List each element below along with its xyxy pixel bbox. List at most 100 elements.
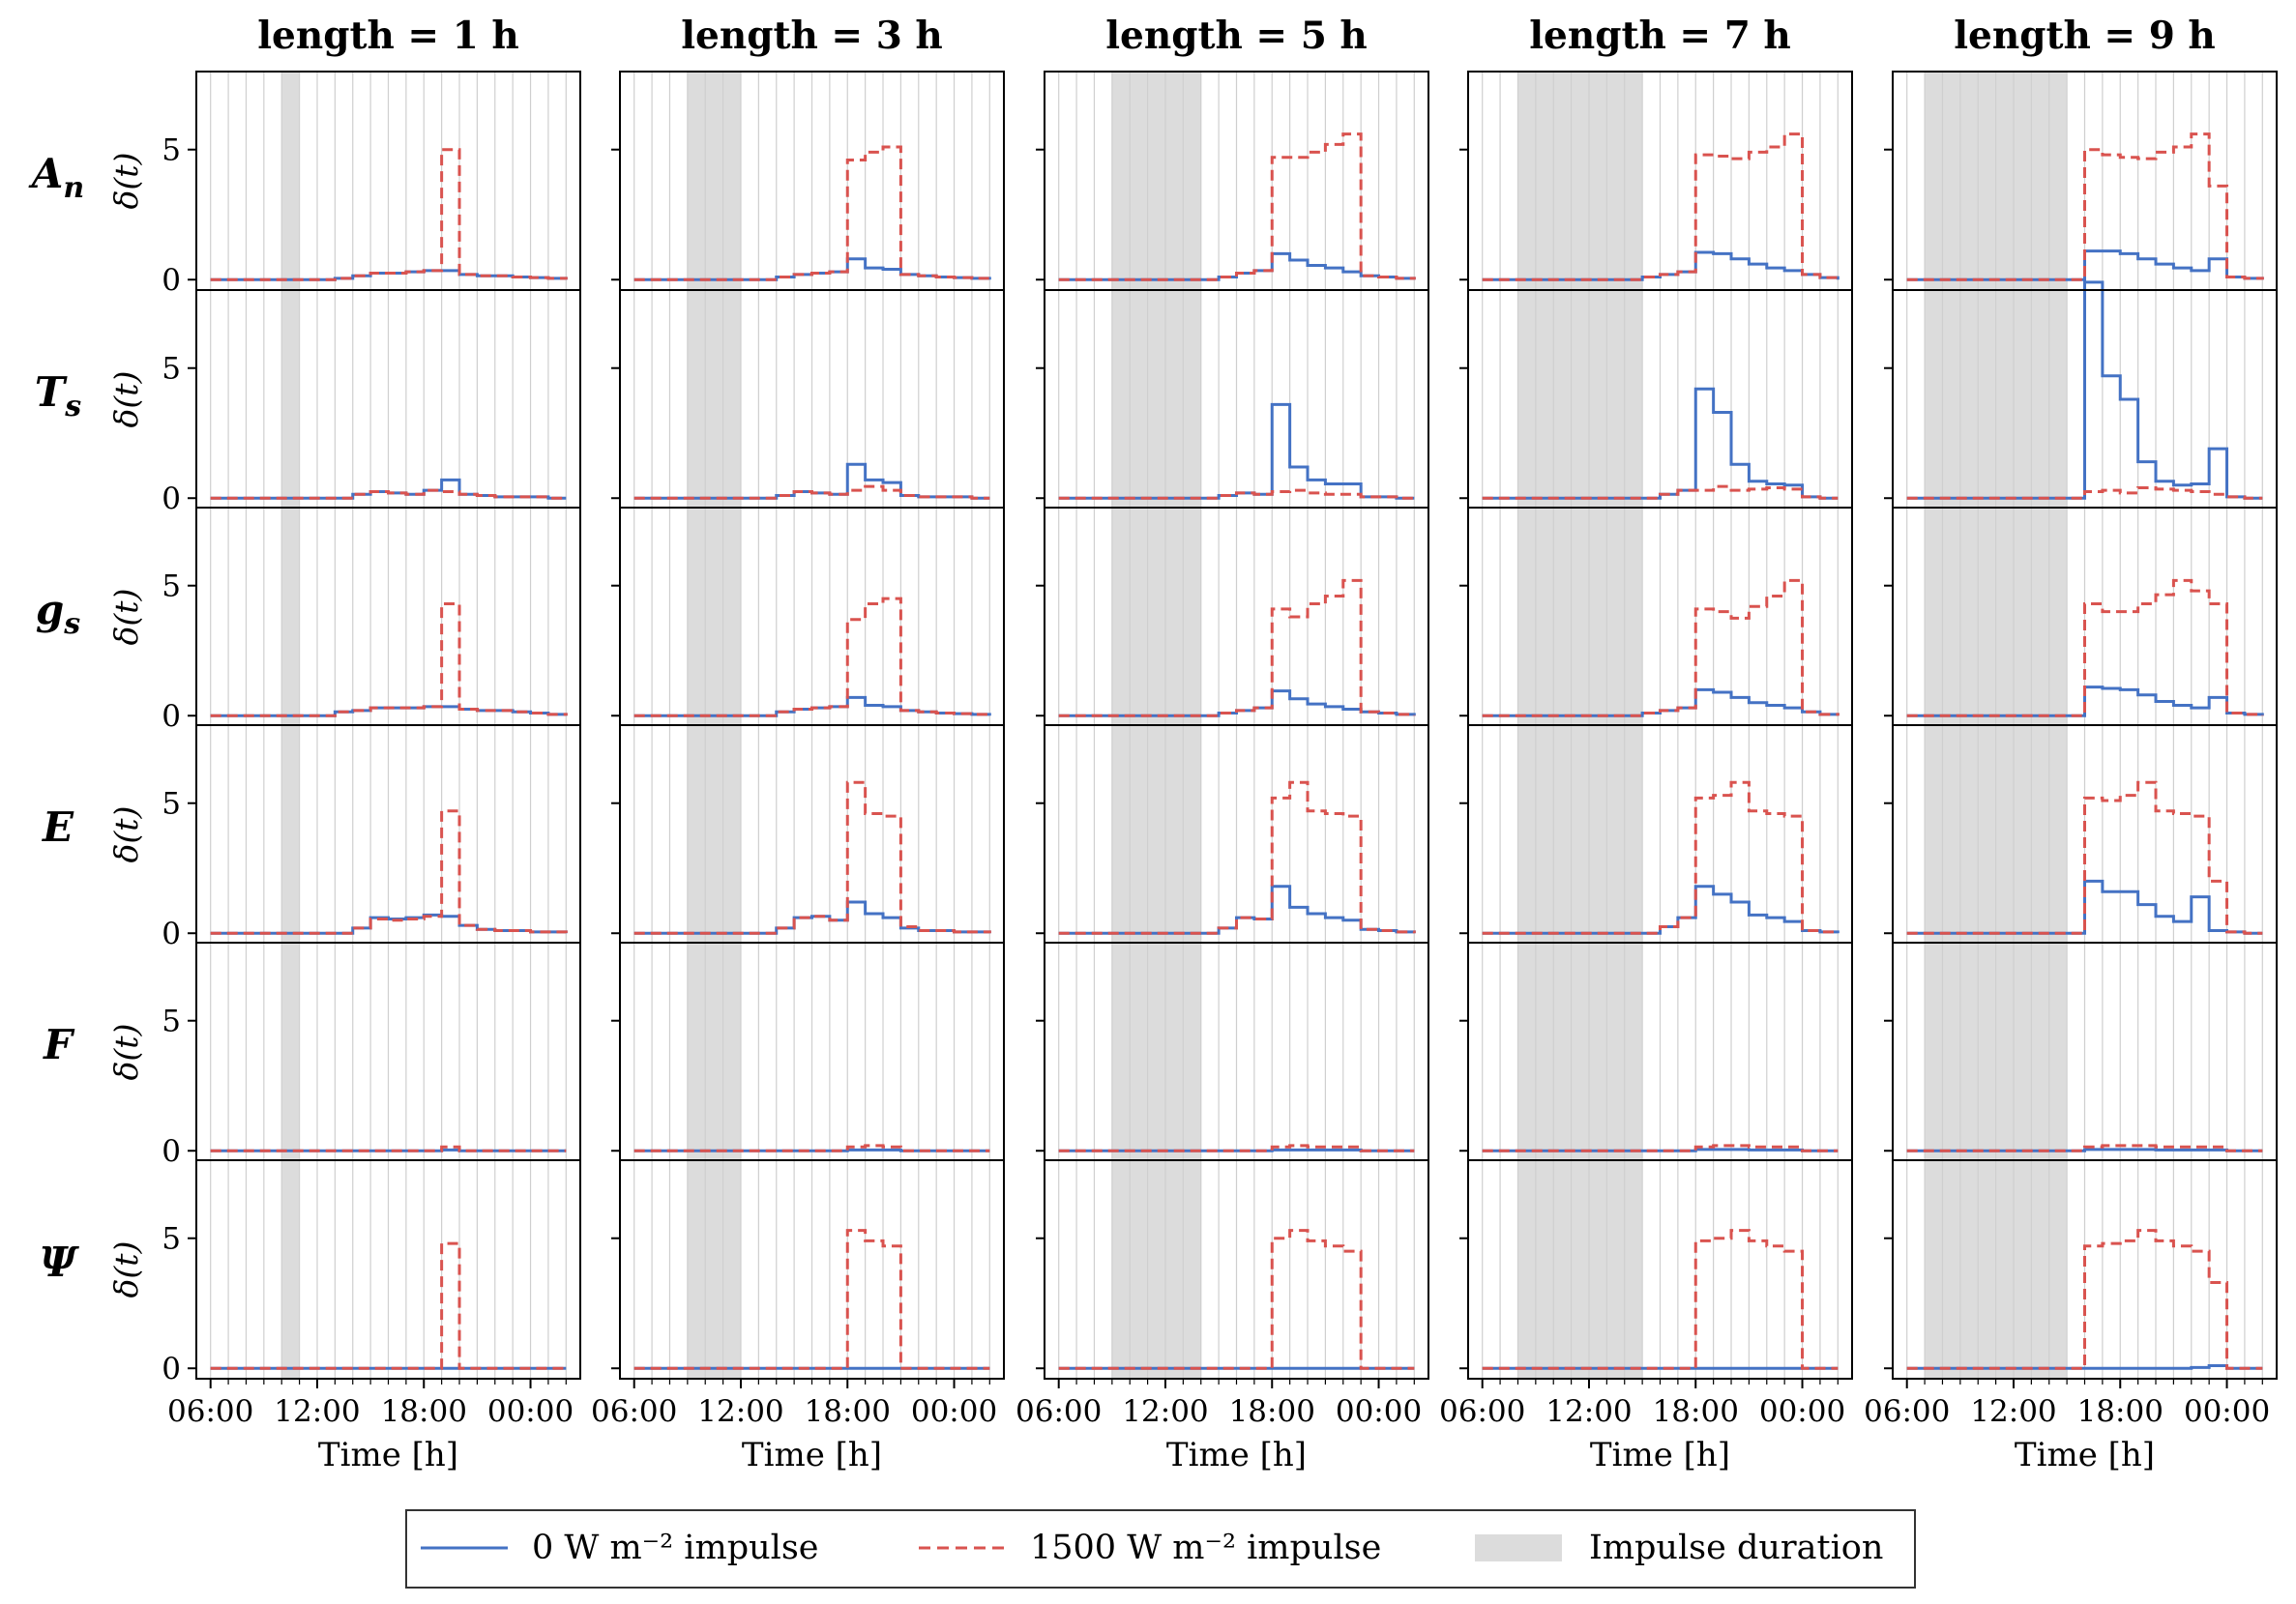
- impulse-duration-band: [1517, 725, 1643, 944]
- xlabel: Time [h]: [742, 1436, 882, 1474]
- ylabel-row-2: δ(t): [107, 371, 145, 428]
- ytick-label: 5: [162, 352, 181, 387]
- column-title-5: length = 9 h: [1954, 14, 2216, 58]
- xlabel: Time [h]: [318, 1436, 458, 1474]
- row-label-6: Ψ: [40, 1239, 80, 1286]
- impulse-duration-band: [687, 1160, 741, 1379]
- xtick-label: 18:00: [1653, 1394, 1739, 1429]
- panel-r5-c5: [1884, 942, 2278, 1162]
- column-title-2: length = 3 h: [681, 14, 943, 58]
- series-1500w-line: [1906, 578, 2264, 717]
- panel-r2-c3: [1036, 289, 1429, 510]
- impulse-duration-band: [281, 508, 300, 726]
- xtick-label: 12:00: [1545, 1394, 1632, 1429]
- ylabel-row-1: δ(t): [107, 153, 145, 210]
- series-1500w-line: [1906, 780, 2263, 935]
- series-1500w-line: [633, 484, 990, 500]
- xtick-label: 06:00: [1439, 1394, 1525, 1429]
- legend-label-1500w: 1500 W m⁻² impulse: [1030, 1529, 1381, 1567]
- impulse-duration-band: [281, 290, 300, 509]
- ytick-label: 5: [162, 1222, 181, 1257]
- panel-r3-c5: [1884, 507, 2278, 727]
- xtick-label: 12:00: [1970, 1394, 2056, 1429]
- panel-r1-c1: 05: [162, 71, 581, 298]
- legend-frame: [405, 1509, 1916, 1589]
- xlabel: Time [h]: [2015, 1436, 2155, 1474]
- column-title-3: length = 5 h: [1105, 14, 1368, 58]
- xtick-label: 12:00: [697, 1394, 783, 1429]
- impulse-duration-band: [687, 943, 741, 1161]
- row-label-5: F: [43, 1021, 75, 1068]
- xaxis-col-1: 06:00 12:00 18:00 00:00 Time [h]: [167, 1379, 574, 1474]
- legend: 0 W m⁻² impulse 1500 W m⁻² impulse Impul…: [405, 1509, 1916, 1589]
- impulse-duration-band: [1517, 72, 1643, 290]
- xtick-label: 00:00: [487, 1394, 574, 1429]
- panel-r4-c1: 05: [162, 724, 581, 951]
- impulse-duration-band: [281, 943, 300, 1161]
- panel-r5-c2: [611, 942, 1005, 1162]
- series-1500w-line: [210, 602, 568, 717]
- ytick-label: 5: [162, 133, 181, 168]
- series-1500w-line: [1906, 1229, 2263, 1370]
- xaxis-col-4: 06:00 12:00 18:00 00:00 Time [h]: [1439, 1379, 1845, 1474]
- impulse-duration-band: [1517, 1160, 1643, 1379]
- panel-r3-c3: [1036, 507, 1429, 727]
- impulse-duration-band: [1517, 290, 1643, 509]
- series-1500w-line: [1482, 484, 1839, 500]
- series-1500w-line: [210, 148, 568, 281]
- ytick-label: 0: [162, 917, 181, 951]
- series-1500w-line: [1482, 780, 1840, 935]
- xaxis-col-3: 06:00 12:00 18:00 00:00 Time [h]: [1016, 1379, 1422, 1474]
- series-1500w-line: [1058, 132, 1416, 281]
- impulse-duration-band: [687, 72, 741, 290]
- panel-r6-c3: [1036, 1159, 1429, 1380]
- series-1500w-line: [1058, 488, 1415, 500]
- x-axes: 06:00 12:00 18:00 00:00 Time [h] 06:00 12:00 18…: [167, 1379, 2270, 1474]
- impulse-duration-band: [1111, 72, 1201, 290]
- column-title-4: length = 7 h: [1529, 14, 1791, 58]
- ylabel-row-3: δ(t): [107, 589, 145, 646]
- xtick-label: 12:00: [1122, 1394, 1208, 1429]
- ytick-label: 0: [162, 1134, 181, 1169]
- panel-r4-c3: [1036, 724, 1429, 945]
- xtick-label: 00:00: [1336, 1394, 1422, 1429]
- series-1500w-line: [1058, 780, 1416, 935]
- xtick-label: 18:00: [805, 1394, 891, 1429]
- series-1500w-line: [1058, 1144, 1415, 1152]
- panel-r4-c4: [1459, 724, 1853, 945]
- panel-r2-c5: [1884, 280, 2278, 510]
- xtick-label: 00:00: [1759, 1394, 1845, 1429]
- impulse-duration-band: [281, 72, 300, 290]
- row-labels: An δ(t) Ts δ(t) gs δ(t) E δ(t) F δ(t) Ψ δ(t): [28, 150, 145, 1298]
- panel-r2-c2: [611, 289, 1005, 510]
- impulse-duration-band: [1111, 508, 1201, 726]
- xtick-label: 06:00: [167, 1394, 253, 1429]
- panel-r4-c2: [611, 724, 1005, 945]
- impulse-duration-band: [687, 290, 741, 509]
- impulse-duration-band: [281, 1160, 300, 1379]
- ylabel-row-4: δ(t): [107, 806, 145, 863]
- panel-r3-c2: [611, 507, 1005, 727]
- ylabel-row-5: δ(t): [107, 1024, 145, 1081]
- panel-r1-c5: [1884, 71, 2278, 291]
- impulse-duration-band: [687, 725, 741, 944]
- ytick-label: 0: [162, 263, 181, 298]
- legend-patch-impulse: [1475, 1534, 1562, 1561]
- ytick-label: 0: [162, 1352, 181, 1386]
- panel-r1-c2: [611, 71, 1005, 291]
- xlabel: Time [h]: [1166, 1436, 1307, 1474]
- series-1500w-line: [1482, 1144, 1839, 1152]
- panel-r4-c5: [1884, 724, 2278, 945]
- panel-r6-c5: [1884, 1159, 2278, 1380]
- panel-r5-c4: [1459, 942, 1853, 1162]
- series-1500w-line: [1058, 578, 1416, 717]
- column-title-1: length = 1 h: [257, 14, 519, 58]
- panel-r1-c4: [1459, 71, 1853, 291]
- ytick-label: 0: [162, 481, 181, 516]
- series-1500w-line: [1906, 132, 2264, 281]
- impulse-duration-band: [1111, 1160, 1201, 1379]
- panel-r6-c4: [1459, 1159, 1853, 1380]
- xlabel: Time [h]: [1590, 1436, 1730, 1474]
